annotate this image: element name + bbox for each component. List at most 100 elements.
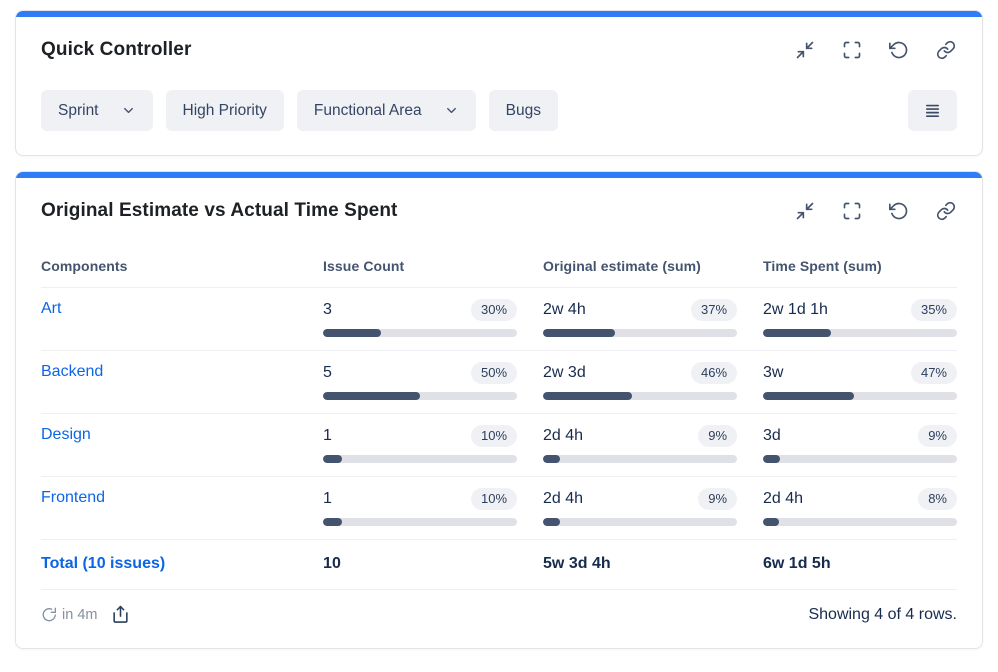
page-title: Quick Controller xyxy=(41,39,192,60)
total-time-spent: 6w 1d 5h xyxy=(763,555,831,572)
time-spent-value: 2d 4h xyxy=(763,490,804,507)
time-spent-value: 2w 1d 1h xyxy=(763,301,828,318)
percent-badge: 47% xyxy=(910,362,957,384)
percent-badge: 37% xyxy=(690,299,738,321)
total-label: Total (10 issues) xyxy=(41,555,166,572)
progress-bar-fill xyxy=(323,518,343,526)
progress-bar xyxy=(763,455,957,463)
component-link[interactable]: Frontend xyxy=(41,489,106,506)
component-link[interactable]: Art xyxy=(41,300,62,317)
progress-bar xyxy=(323,392,518,400)
filter-bugs[interactable]: Bugs xyxy=(488,90,558,131)
progress-bar-fill xyxy=(323,455,343,463)
filter-label: Sprint xyxy=(58,101,99,119)
component-link[interactable]: Design xyxy=(41,426,91,443)
progress-bar-fill xyxy=(763,455,781,463)
progress-bar xyxy=(543,329,738,337)
column-header-time-spent: Time Spent (sum) xyxy=(763,258,882,274)
percent-badge: 30% xyxy=(471,299,518,321)
total-original-estimate: 5w 3d 4h xyxy=(543,555,611,572)
progress-bar xyxy=(763,392,957,400)
link-icon xyxy=(936,40,956,60)
fullscreen-button[interactable] xyxy=(841,200,863,222)
collapse-icon xyxy=(796,202,814,220)
panel-accent-bar xyxy=(16,11,982,17)
percent-badge: 9% xyxy=(698,488,738,510)
link-icon xyxy=(936,201,956,221)
issue-count-value: 1 xyxy=(323,427,332,444)
progress-bar-fill xyxy=(323,392,421,400)
estimate-panel: Original Estimate vs Actual Time Spent C… xyxy=(15,171,983,649)
export-icon xyxy=(113,605,129,623)
time-spent-value: 3d xyxy=(763,427,781,444)
filter-label: Functional Area xyxy=(313,101,422,119)
original-estimate-value: 2d 4h xyxy=(543,490,584,507)
filter-menu-button[interactable] xyxy=(908,90,957,131)
filter-high-priority[interactable]: High Priority xyxy=(165,90,284,131)
panel-title: Original Estimate vs Actual Time Spent xyxy=(41,200,398,221)
column-header-original-estimate: Original estimate (sum) xyxy=(543,258,701,274)
progress-bar xyxy=(543,392,738,400)
quick-controller-panel: Quick Controller Sprint xyxy=(15,10,983,156)
progress-bar-fill xyxy=(323,329,382,337)
percent-badge: 9% xyxy=(918,425,957,447)
issue-count-value: 5 xyxy=(323,364,332,381)
table-row: Frontend 1 10% 2d 4h 9% 2d 4h 8% xyxy=(41,476,957,539)
progress-bar-fill xyxy=(763,392,855,400)
percent-badge: 8% xyxy=(918,488,957,510)
fullscreen-icon xyxy=(843,202,861,220)
table-total-row: Total (10 issues) 10 5w 3d 4h 6w 1d 5h xyxy=(41,539,957,589)
percent-badge: 35% xyxy=(910,299,957,321)
refresh-icon xyxy=(889,202,908,220)
panel-toolbar xyxy=(794,200,957,222)
refresh-button[interactable] xyxy=(888,200,910,222)
panel-footer: in 4m Showing 4 of 4 rows. xyxy=(41,589,957,624)
progress-bar-fill xyxy=(763,518,779,526)
time-spent-value: 3w xyxy=(763,364,784,381)
progress-bar xyxy=(543,518,738,526)
progress-bar xyxy=(323,329,518,337)
refresh-button[interactable] xyxy=(888,39,910,61)
table-header: Components Issue Count Original estimate… xyxy=(41,258,957,287)
progress-bar xyxy=(543,455,738,463)
percent-badge: 50% xyxy=(471,362,518,384)
progress-bar xyxy=(323,455,518,463)
filter-label: Bugs xyxy=(505,101,541,119)
progress-bar xyxy=(763,329,957,337)
fullscreen-button[interactable] xyxy=(841,39,863,61)
total-issue-count: 10 xyxy=(323,555,341,572)
panel-toolbar xyxy=(794,39,957,61)
collapse-button[interactable] xyxy=(794,200,816,222)
original-estimate-value: 2w 3d xyxy=(543,364,586,381)
link-button[interactable] xyxy=(935,200,957,222)
issue-count-value: 1 xyxy=(323,490,332,507)
chevron-down-icon xyxy=(446,107,456,114)
table-row: Design 1 10% 2d 4h 9% 3d 9% xyxy=(41,413,957,476)
percent-badge: 9% xyxy=(698,425,738,447)
export-button[interactable] xyxy=(111,605,130,624)
filter-sprint[interactable]: Sprint xyxy=(41,90,153,131)
sync-icon xyxy=(42,607,56,621)
progress-bar xyxy=(763,518,957,526)
chevron-down-icon xyxy=(123,107,133,114)
percent-badge: 10% xyxy=(471,425,518,447)
row-count-status: Showing 4 of 4 rows. xyxy=(808,605,957,623)
progress-bar xyxy=(323,518,518,526)
column-header-components: Components xyxy=(41,258,128,274)
percent-badge: 46% xyxy=(690,362,738,384)
progress-bar-fill xyxy=(543,329,615,337)
fullscreen-icon xyxy=(843,41,861,59)
percent-badge: 10% xyxy=(471,488,518,510)
progress-bar-fill xyxy=(543,455,561,463)
link-button[interactable] xyxy=(935,39,957,61)
collapse-icon xyxy=(796,41,814,59)
filter-functional-area[interactable]: Functional Area xyxy=(296,90,476,131)
issue-count-value: 3 xyxy=(323,301,332,318)
original-estimate-value: 2w 4h xyxy=(543,301,586,318)
refresh-countdown: in 4m xyxy=(62,606,98,623)
component-link[interactable]: Backend xyxy=(41,363,104,380)
panel-accent-bar xyxy=(16,172,982,178)
collapse-button[interactable] xyxy=(794,39,816,61)
table-row: Art 3 30% 2w 4h 37% 2w 1d 1h 35% xyxy=(41,287,957,350)
column-header-issue-count: Issue Count xyxy=(323,258,405,274)
